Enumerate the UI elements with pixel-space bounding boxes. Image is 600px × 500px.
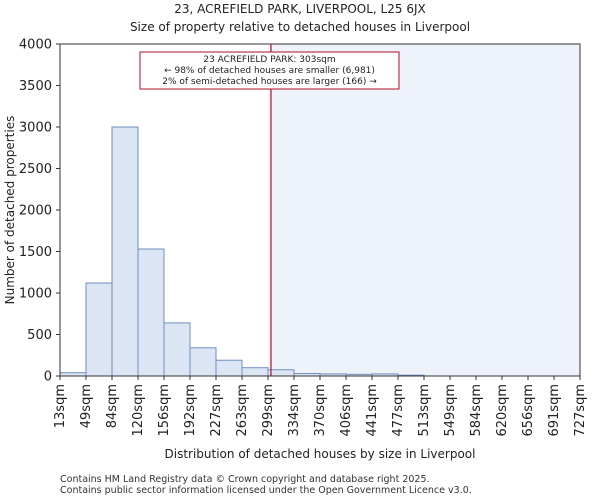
bar-227sqm: [215, 359, 243, 377]
x-tick-label-84sqm: 84sqm: [105, 384, 120, 428]
x-tick-label-156sqm: 156sqm: [157, 384, 172, 437]
bar-120sqm: [137, 248, 165, 377]
bar-49sqm: [85, 282, 113, 377]
y-axis-label: Number of detached properties: [3, 116, 17, 305]
x-tick-label-334sqm: 334sqm: [287, 384, 302, 437]
footer-licence: Contains public sector information licen…: [60, 485, 472, 496]
bar-263sqm: [241, 367, 269, 377]
x-tick-label-49sqm: 49sqm: [79, 384, 94, 428]
histogram-chart: 0 500 1000 1500 2000 2500 3000 3500 4000 13sqm 49s…: [3, 38, 588, 462]
chart-subtitle: Size of property relative to detached ho…: [129, 20, 471, 34]
bar-84sqm: [111, 126, 139, 377]
bar-192sqm: [189, 347, 217, 377]
chart-title: 23, ACREFIELD PARK, LIVERPOOL, L25 6JX: [174, 2, 426, 16]
x-tick-label-727sqm: 727sqm: [573, 384, 588, 437]
x-tick-label-584sqm: 584sqm: [469, 384, 484, 437]
larger-region: [268, 44, 580, 376]
x-tick-label-549sqm: 549sqm: [443, 384, 458, 437]
annotation-line-3: 2% of semi-detached houses are larger (1…: [162, 77, 377, 87]
y-tick-label-1000: 1000: [19, 287, 52, 302]
y-tick-label-2000: 2000: [19, 204, 52, 219]
x-tick-label-370sqm: 370sqm: [313, 384, 328, 437]
x-tick-label-13sqm: 13sqm: [53, 384, 68, 428]
x-tick-label-656sqm: 656sqm: [521, 384, 536, 437]
x-tick-label-620sqm: 620sqm: [495, 384, 510, 437]
y-tick-label-4000: 4000: [19, 38, 52, 53]
bar-156sqm: [163, 322, 191, 377]
y-tick-label-500: 500: [27, 328, 52, 343]
x-tick-label-513sqm: 513sqm: [417, 384, 432, 437]
annotation-line-1: 23 ACREFIELD PARK: 303sqm: [203, 55, 335, 65]
x-tick-label-299sqm: 299sqm: [261, 384, 276, 437]
x-tick-label-406sqm: 406sqm: [339, 384, 354, 437]
annotation-box: [139, 51, 400, 90]
x-tick-label-120sqm: 120sqm: [131, 384, 146, 437]
x-tick-label-477sqm: 477sqm: [391, 384, 406, 437]
x-tick-label-227sqm: 227sqm: [209, 384, 224, 437]
y-tick-label-3500: 3500: [19, 79, 52, 94]
annotation-line-2: ← 98% of detached houses are smaller (6,…: [164, 66, 375, 76]
x-axis-label: Distribution of detached houses by size …: [165, 447, 476, 461]
x-tick-label-263sqm: 263sqm: [235, 384, 250, 437]
x-tick-label-691sqm: 691sqm: [547, 384, 562, 437]
y-tick-label-1500: 1500: [19, 245, 52, 260]
x-tick-label-441sqm: 441sqm: [365, 384, 380, 437]
footer-copyright: Contains HM Land Registry data © Crown c…: [60, 474, 430, 485]
y-tick-label-3000: 3000: [19, 121, 52, 136]
y-tick-label-2500: 2500: [19, 162, 52, 177]
y-tick-label-0: 0: [44, 370, 52, 385]
bar-299sqm: [267, 369, 295, 377]
x-tick-label-192sqm: 192sqm: [183, 384, 198, 437]
